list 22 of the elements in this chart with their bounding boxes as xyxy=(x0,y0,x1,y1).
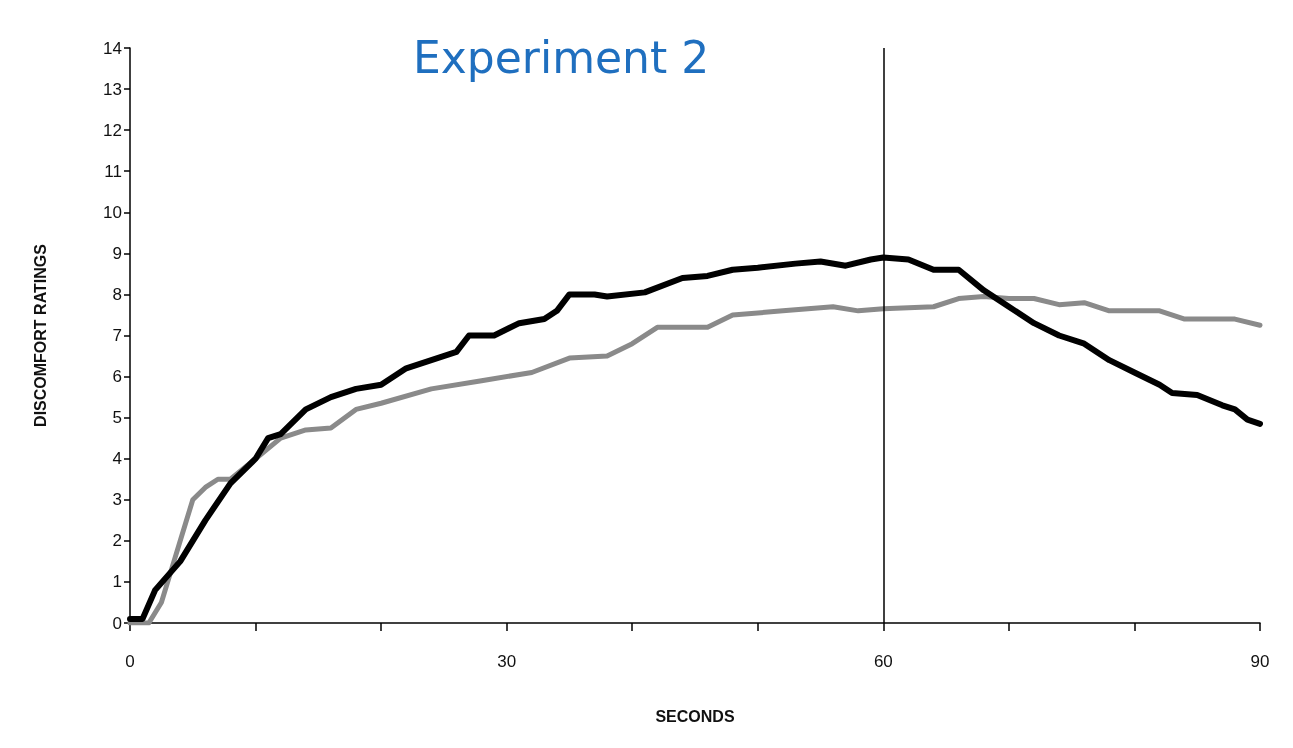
y-tick-label: 8 xyxy=(112,284,122,304)
y-tick-label: 10 xyxy=(103,202,122,222)
y-tick-label: 6 xyxy=(112,367,122,387)
y-tick-label: 7 xyxy=(112,326,122,345)
chart-title: Experiment 2 xyxy=(413,31,710,83)
y-tick-label: 9 xyxy=(112,243,122,263)
y-tick-label: 12 xyxy=(103,120,122,140)
x-tick-label: 90 xyxy=(1250,652,1270,671)
y-tick-label: 14 xyxy=(103,38,122,58)
x-tick-label: 0 xyxy=(125,652,135,671)
y-tick-label: 2 xyxy=(112,531,122,551)
y-tick-label: 13 xyxy=(103,79,122,99)
y-tick-label: 4 xyxy=(112,449,122,469)
y-tick-label: 3 xyxy=(112,490,122,510)
x-axis-title: SECONDS xyxy=(655,707,735,725)
x-tick-label: 60 xyxy=(873,652,893,671)
y-tick-label: 1 xyxy=(112,572,122,592)
y-tick-label: 5 xyxy=(112,408,122,428)
y-axis-title: DISCOMFORT RATINGS xyxy=(31,243,49,427)
x-tick-label: 30 xyxy=(497,652,517,671)
y-tick-label: 11 xyxy=(104,161,122,181)
y-tick-label: 0 xyxy=(112,613,122,633)
